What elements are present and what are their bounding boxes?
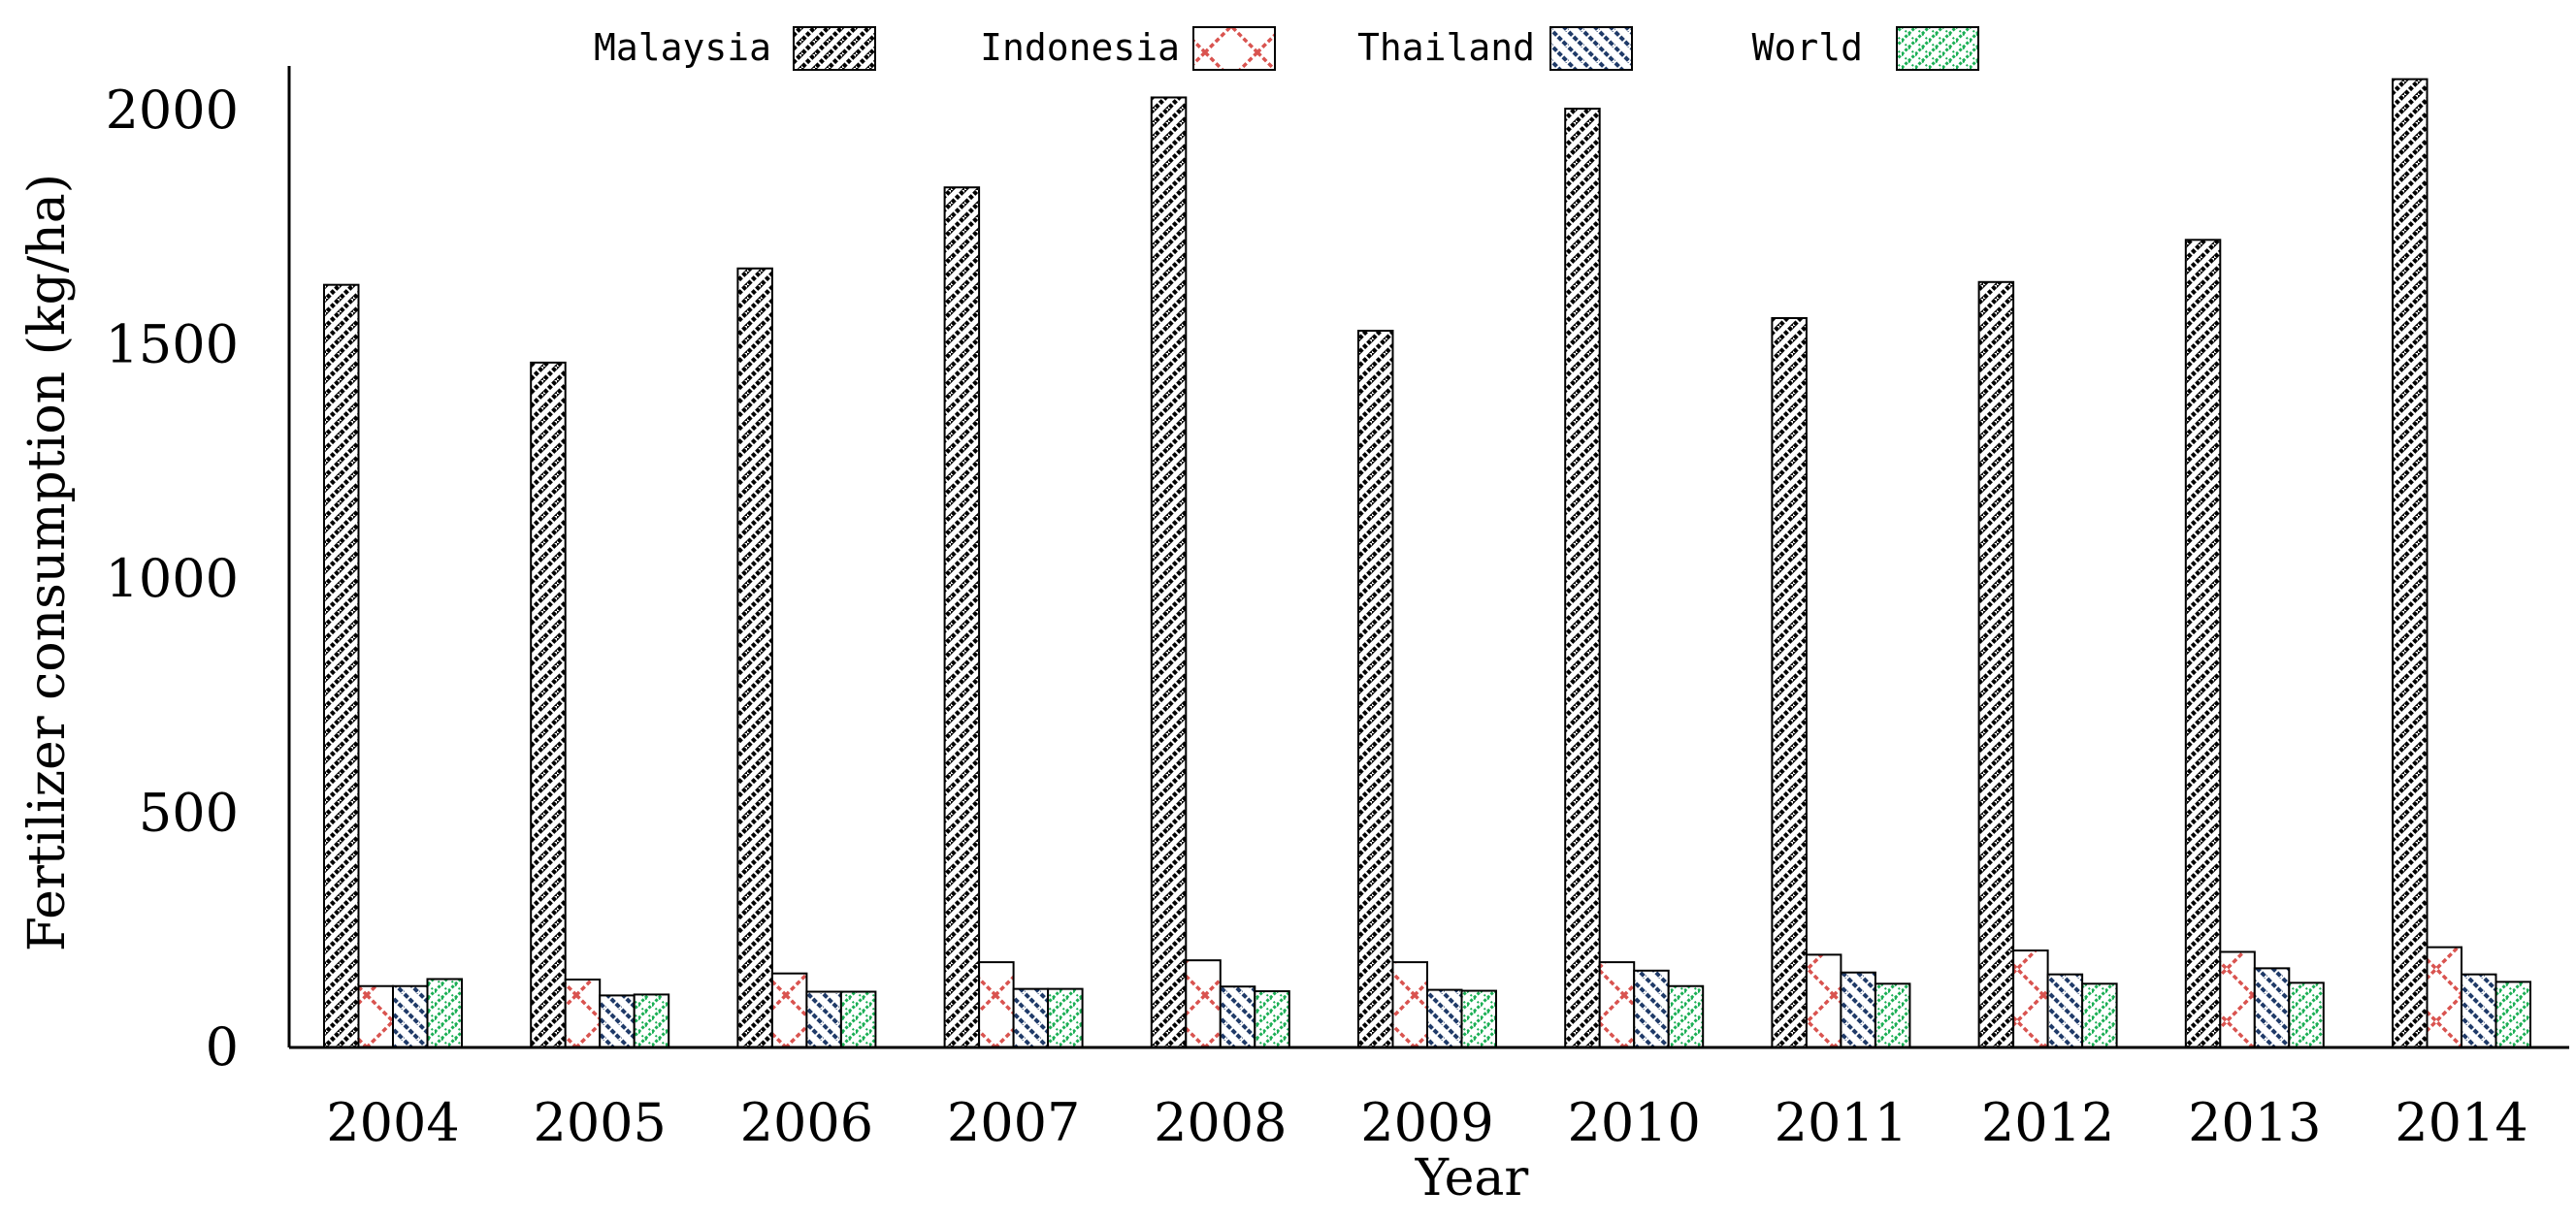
bar-thailand-2012: [2046, 973, 2084, 1048]
bar-world-2009: [1460, 989, 1497, 1049]
legend-item-indonesia: Indonesia: [980, 26, 1276, 71]
legend: Malaysia Indonesia Thailand World: [594, 26, 1979, 71]
legend-item-thailand: Thailand: [1357, 26, 1633, 71]
bar-indonesia-2004: [357, 984, 394, 1048]
bar-thailand-2005: [599, 994, 636, 1048]
bar-indonesia-2013: [2219, 950, 2256, 1049]
y-tick-label-2000: 2000: [106, 80, 239, 141]
legend-label: World: [1752, 26, 1863, 69]
x-tick-label-2005: 2005: [533, 1092, 666, 1153]
bar-world-2012: [2081, 982, 2118, 1049]
y-tick-label-1500: 1500: [106, 314, 239, 375]
bar-malaysia-2006: [736, 267, 773, 1048]
legend-item-world: World: [1752, 26, 1979, 71]
x-tick-label-2012: 2012: [1981, 1092, 2114, 1153]
bar-thailand-2004: [392, 984, 429, 1048]
legend-item-malaysia: Malaysia: [594, 26, 876, 71]
bar-thailand-2010: [1633, 969, 1670, 1049]
legend-swatch-malaysia: [793, 26, 876, 71]
bar-malaysia-2010: [1564, 108, 1601, 1049]
bar-indonesia-2014: [2426, 946, 2462, 1048]
bar-indonesia-2005: [564, 978, 602, 1049]
x-axis-ticks: 2004 2005 2006 2007 2008 2009 2010 2011 2012 2013…: [326, 1092, 2527, 1153]
bar-thailand-2007: [1012, 987, 1050, 1048]
bar-indonesia-2007: [978, 961, 1015, 1048]
axes: [287, 66, 2569, 1049]
legend-swatch-indonesia: [1192, 26, 1276, 71]
y-axis-ticks: 0 500 1000 1500 2000: [106, 80, 239, 1078]
bar-world-2004: [426, 978, 463, 1048]
bar-malaysia-2004: [323, 283, 360, 1048]
bar-indonesia-2012: [2012, 949, 2049, 1048]
bar-world-2014: [2494, 981, 2531, 1049]
x-tick-label-2008: 2008: [1154, 1092, 1287, 1153]
x-tick-label-2006: 2006: [740, 1092, 873, 1153]
y-axis-title: Fertilizer consumption (kg/ha): [18, 174, 77, 951]
bar-malaysia-2014: [2392, 78, 2429, 1049]
bar-indonesia-2010: [1598, 961, 1636, 1048]
bar-thailand-2009: [1426, 988, 1463, 1049]
bars: [323, 78, 2531, 1049]
bar-thailand-2008: [1219, 985, 1256, 1049]
bar-malaysia-2005: [530, 361, 567, 1048]
bar-malaysia-2012: [1977, 280, 2015, 1048]
x-tick-label-2010: 2010: [1567, 1092, 1700, 1153]
bar-indonesia-2011: [1805, 953, 1842, 1049]
x-tick-label-2014: 2014: [2395, 1092, 2527, 1153]
bar-indonesia-2008: [1185, 959, 1222, 1048]
legend-swatch-world: [1896, 26, 1979, 71]
x-tick-label-2009: 2009: [1360, 1092, 1493, 1153]
bar-world-2011: [1874, 982, 1911, 1049]
x-tick-label-2013: 2013: [2188, 1092, 2321, 1153]
bar-malaysia-2013: [2184, 239, 2222, 1049]
bar-indonesia-2009: [1391, 961, 1428, 1048]
x-tick-label-2007: 2007: [947, 1092, 1080, 1153]
x-axis-title: Year: [1415, 1149, 1529, 1207]
bar-world-2006: [839, 990, 877, 1049]
x-tick-label-2004: 2004: [326, 1092, 459, 1153]
x-tick-label-2011: 2011: [1775, 1092, 1908, 1153]
bar-world-2013: [2288, 982, 2325, 1049]
bar-world-2005: [633, 993, 670, 1049]
bar-world-2010: [1667, 984, 1705, 1048]
bar-indonesia-2006: [770, 972, 808, 1048]
y-tick-label-500: 500: [139, 783, 239, 844]
legend-label: Indonesia: [980, 26, 1180, 69]
bar-thailand-2011: [1840, 971, 1876, 1048]
bar-thailand-2013: [2253, 967, 2291, 1048]
y-tick-label-0: 0: [206, 1016, 239, 1078]
legend-label: Thailand: [1357, 26, 1535, 69]
bar-malaysia-2007: [943, 186, 981, 1049]
bar-thailand-2014: [2461, 973, 2497, 1048]
bar-malaysia-2009: [1357, 330, 1394, 1048]
y-tick-label-1000: 1000: [106, 548, 239, 609]
bar-world-2008: [1254, 990, 1290, 1048]
bar-thailand-2006: [805, 990, 842, 1049]
bar-world-2007: [1047, 987, 1084, 1048]
legend-swatch-thailand: [1549, 26, 1633, 71]
bar-malaysia-2011: [1771, 316, 1808, 1048]
legend-label: Malaysia: [594, 26, 771, 69]
bar-malaysia-2008: [1150, 96, 1188, 1048]
